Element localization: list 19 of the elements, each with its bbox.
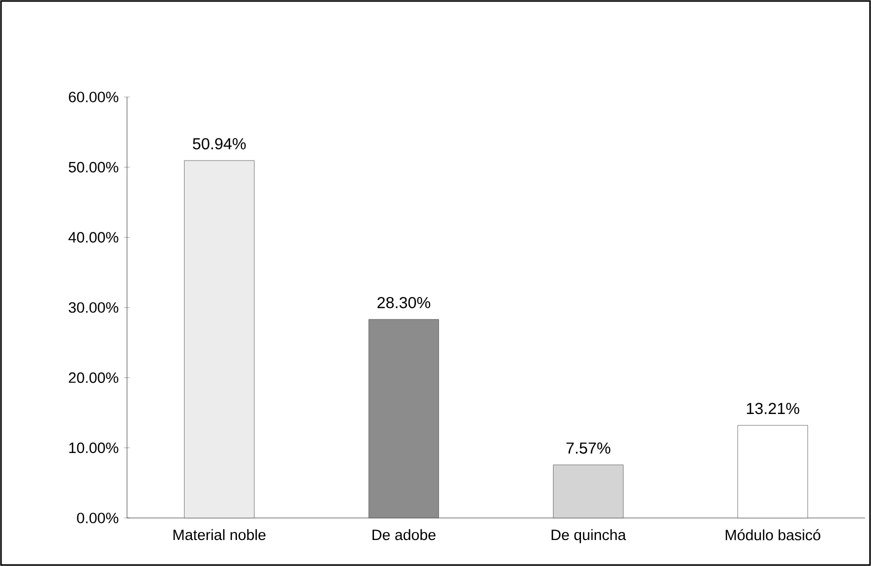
x-tick-label: Módulo basicó — [726, 529, 820, 540]
y-tick-label: 50.00% — [68, 162, 118, 172]
data-label: 28.30% — [378, 296, 430, 308]
y-tick-label: 30.00% — [68, 302, 118, 313]
bar — [738, 425, 808, 518]
data-label: 7.57% — [566, 442, 610, 454]
y-tick-label: 60.00% — [68, 92, 118, 102]
data-label: 13.21% — [746, 402, 800, 414]
bar — [368, 319, 439, 518]
x-tick-label: Material noble — [174, 529, 266, 540]
y-tick-label: 40.00% — [68, 232, 118, 243]
bar — [553, 464, 624, 518]
y-tick-label: 10.00% — [69, 442, 118, 454]
y-tick-label: 20.00% — [68, 372, 118, 383]
data-label: 50.94% — [192, 138, 246, 150]
y-tick-label: 0.00% — [77, 512, 118, 524]
bar — [184, 160, 254, 518]
x-tick-label: De quincha — [552, 529, 626, 544]
x-tick-label: De adobe — [372, 529, 436, 540]
